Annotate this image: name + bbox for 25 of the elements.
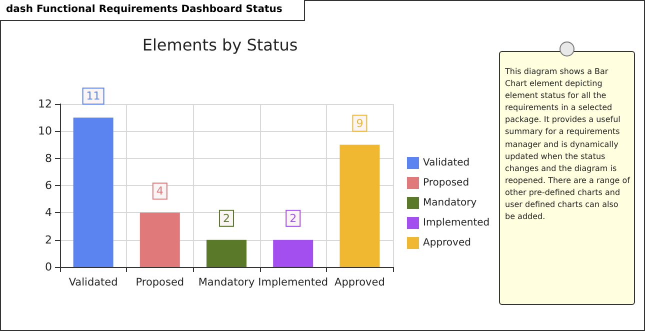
legend-label: Validated	[423, 158, 470, 168]
x-tick-label: Approved	[334, 276, 385, 288]
x-tick-label: Proposed	[136, 276, 184, 288]
data-label: 2	[290, 212, 297, 225]
data-label: 4	[156, 184, 164, 198]
y-tick-label: 6	[45, 179, 52, 192]
legend-label: Approved	[423, 238, 471, 248]
y-tick-label: 10	[38, 124, 52, 138]
x-tick-label: Mandatory	[198, 276, 255, 288]
data-label: 9	[356, 116, 364, 130]
legend-label: Mandatory	[423, 198, 477, 208]
x-tick-label: Implemented	[258, 276, 328, 288]
y-tick-label: 8	[45, 152, 52, 165]
text: This diagram shows a Bar Chart element depicting element status for all the requirements in a selected package. It provides a useful summary for a requirements manager and is dynamically updated when the status changes and the diagram is reopened. There are a range of other pre-defined charts and user defined charts can also be added.	[505, 67, 630, 222]
y-tick-label: 12	[38, 98, 52, 110]
y-tick-label: 4	[45, 206, 52, 220]
y-tick-label: 2	[45, 233, 52, 246]
data-label: 11	[86, 90, 100, 103]
x-tick-label: Validated	[68, 276, 118, 288]
data-label: 2	[223, 212, 230, 225]
chart-title: Elements by Status	[142, 36, 298, 54]
y-tick-label: 0	[45, 260, 52, 274]
legend-label: Proposed	[423, 178, 470, 188]
text: dash Functional Requirements Dashboard Status	[0, 0, 306, 21]
legend-label: Implemented	[423, 218, 490, 228]
